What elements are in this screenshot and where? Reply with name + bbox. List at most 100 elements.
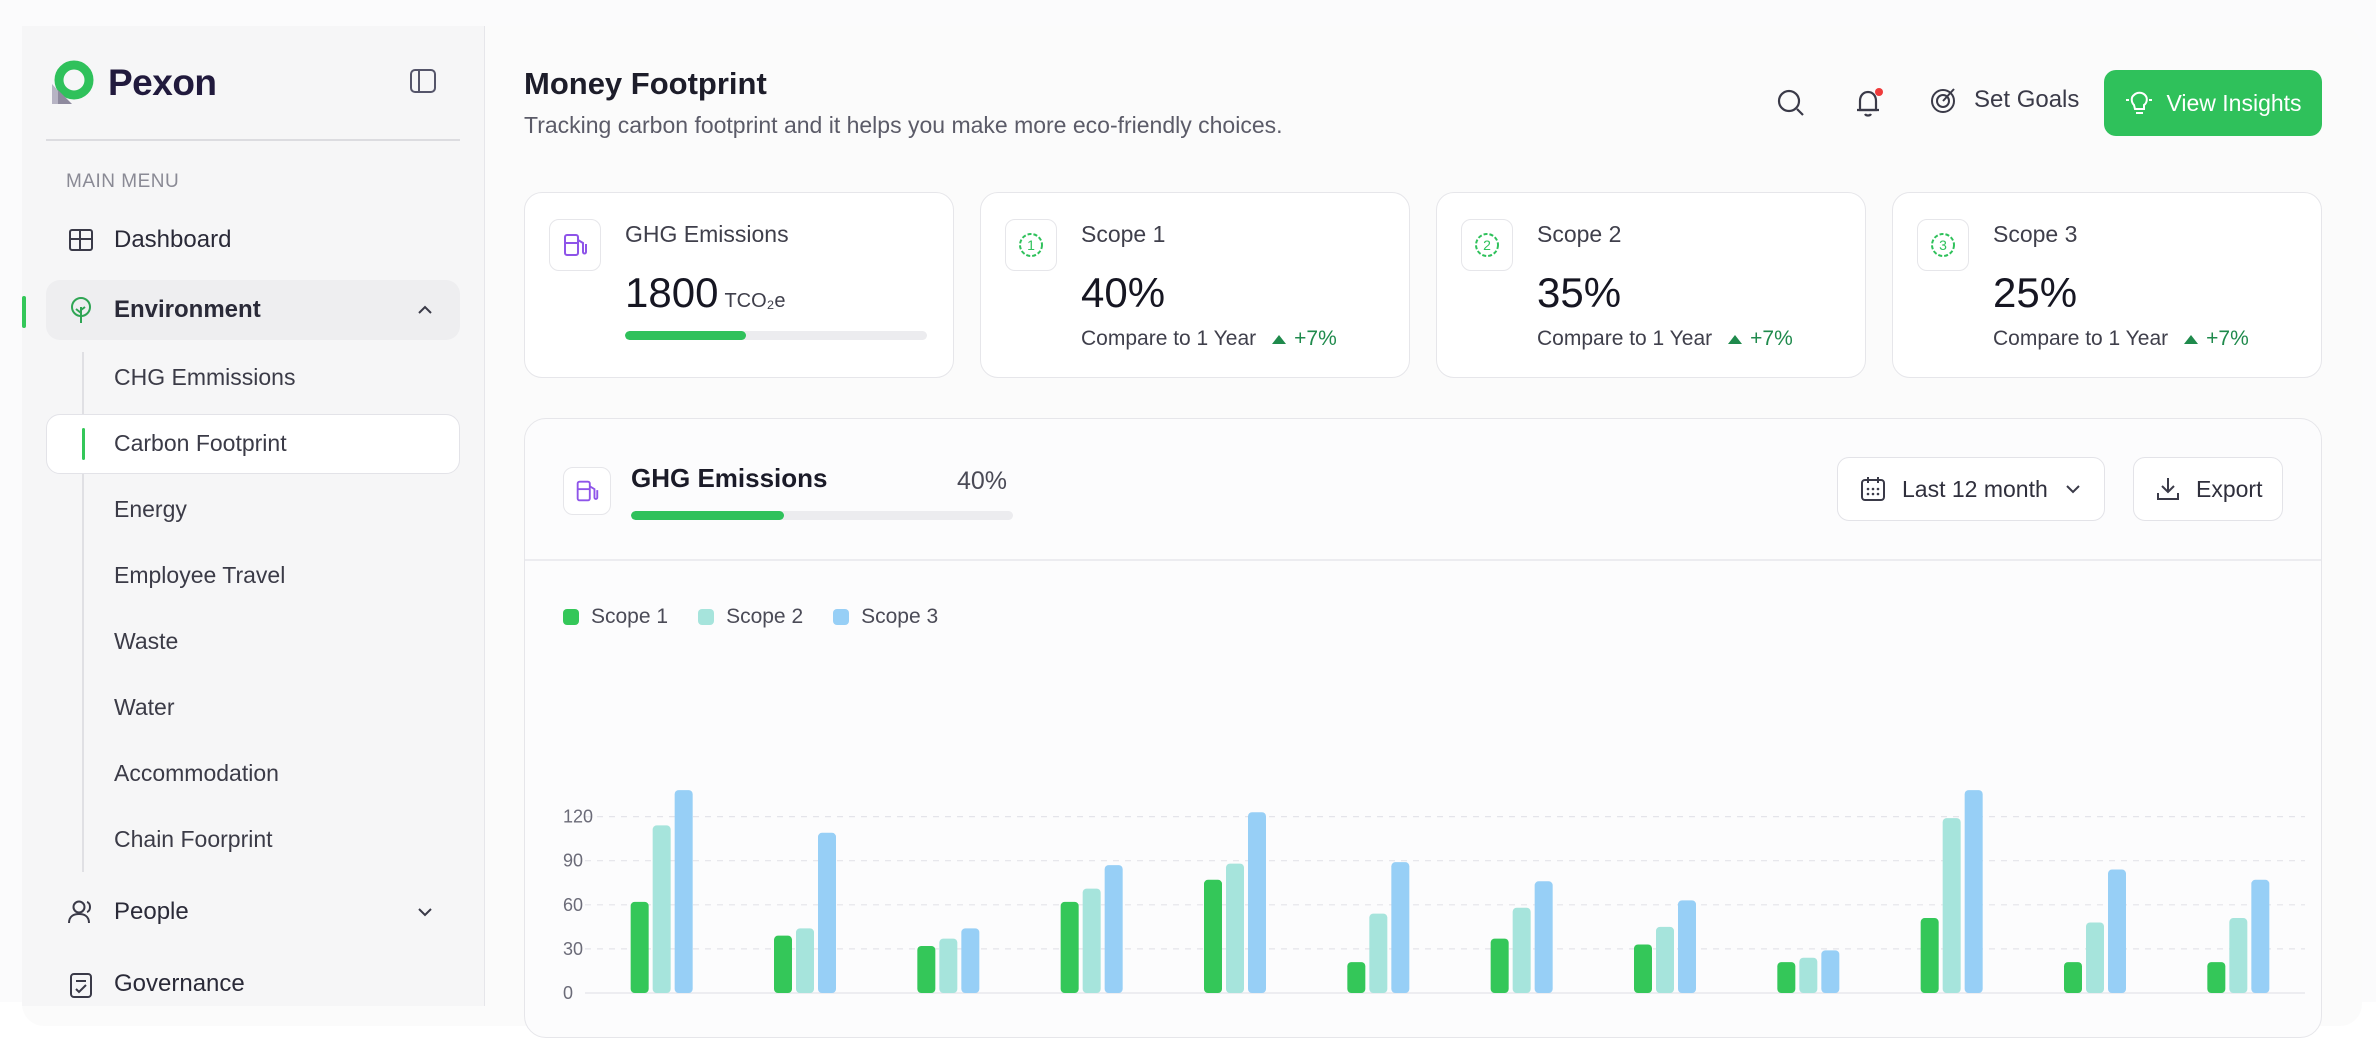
bar-scope-1-oct[interactable] (1920, 918, 1939, 993)
set-goals-button[interactable]: Set Goals (1928, 84, 2079, 116)
chevron-up-icon[interactable] (414, 299, 436, 321)
bar-scope-1-jul[interactable] (1490, 938, 1509, 993)
stat-title: Scope 2 (1537, 221, 1622, 247)
bar-scope-3-apr[interactable] (1104, 865, 1123, 993)
bar-scope-1-jun[interactable] (1347, 962, 1366, 993)
bar-scope-3-jun[interactable] (1391, 862, 1410, 993)
stat-value: 25% (1993, 269, 2078, 316)
legend-item-scope-3[interactable]: Scope 3 (833, 605, 938, 629)
submenu-item-energy[interactable]: Energy (114, 496, 187, 522)
bar-scope-3-oct[interactable] (1964, 790, 1983, 993)
submenu-item-employee-travel[interactable]: Employee Travel (114, 562, 286, 588)
bar-scope-3-sep[interactable] (1821, 950, 1840, 993)
bar-scope-1-mar[interactable] (917, 945, 936, 993)
bar-scope-2-jul[interactable] (1512, 907, 1531, 993)
stat-compare: Compare to 1 Year +7% (1537, 327, 1793, 351)
submenu-active-marker (82, 428, 85, 460)
period-label: Last 12 month (1902, 475, 2048, 502)
bar-scope-1-jan[interactable] (630, 901, 649, 993)
fuel-pump-icon (549, 219, 601, 271)
bar-scope-1-apr[interactable] (1060, 901, 1079, 993)
bar-scope-3-feb[interactable] (818, 832, 836, 993)
export-label: Export (2196, 475, 2263, 502)
sidebar-item-label: Environment (114, 296, 261, 323)
bar-scope-1-feb[interactable] (774, 935, 792, 993)
bar-scope-2-sep[interactable] (1799, 957, 1818, 993)
compare-label: Compare to 1 Year (1081, 327, 1257, 350)
legend-label: Scope 1 (591, 605, 669, 628)
period-dropdown[interactable]: Last 12 month (1837, 457, 2105, 521)
legend-label: Scope 2 (726, 605, 804, 628)
sidebar-item-governance[interactable]: Governance (46, 954, 460, 1014)
stat-card-scope-3: 3 Scope 3 25% Compare to 1 Year +7% (1892, 192, 2322, 378)
sidebar-item-label: Dashboard (114, 226, 232, 253)
brand[interactable]: Pexon (48, 60, 217, 106)
bar-scope-2-apr[interactable] (1082, 888, 1101, 993)
bar-scope-2-nov[interactable] (2086, 922, 2104, 993)
bar-scope-2-dec[interactable] (2229, 918, 2248, 993)
bar-scope-3-mar[interactable] (961, 928, 980, 993)
svg-text:1: 1 (1027, 237, 1035, 253)
bar-scope-2-aug[interactable] (1656, 926, 1674, 993)
stat-value: 1800 TCO₂e (625, 269, 786, 317)
bar-scope-3-may[interactable] (1248, 812, 1266, 993)
legend-swatch (563, 609, 579, 625)
stat-value: 35% (1537, 269, 1622, 316)
bar-scope-3-nov[interactable] (2108, 869, 2126, 993)
view-insights-button[interactable]: View Insights (2104, 70, 2322, 136)
sidebar-collapse-icon[interactable] (408, 66, 438, 96)
scope-2-badge: 2 (1461, 219, 1513, 271)
bar-scope-1-aug[interactable] (1634, 944, 1652, 993)
bar-scope-1-dec[interactable] (2207, 962, 2226, 993)
svg-text:2: 2 (1483, 237, 1491, 253)
app-root: Pexon MAIN MENU Dashboard Environment CH… (22, 26, 2322, 1038)
change-indicator: +7% (1272, 327, 1337, 351)
sidebar-item-dashboard[interactable]: Dashboard (46, 210, 460, 270)
stat-value: 40% (1081, 269, 1166, 316)
legend-item-scope-1[interactable]: Scope 1 (563, 605, 668, 629)
bar-scope-3-jan[interactable] (674, 790, 693, 993)
legend-item-scope-2[interactable]: Scope 2 (698, 605, 803, 629)
page-subtitle: Tracking carbon footprint and it helps y… (524, 112, 1283, 138)
bar-scope-1-sep[interactable] (1777, 962, 1796, 993)
bar-scope-1-nov[interactable] (2064, 962, 2082, 993)
bar-scope-3-dec[interactable] (2251, 879, 2270, 993)
stat-compare: Compare to 1 Year +7% (1081, 327, 1337, 351)
bar-scope-2-feb[interactable] (796, 928, 814, 993)
bar-scope-2-may[interactable] (1226, 863, 1244, 993)
change-value: +7% (2206, 327, 2249, 350)
submenu-item-accommodation[interactable]: Accommodation (114, 760, 279, 786)
page-title: Money Footprint (524, 66, 767, 101)
bar-scope-2-jun[interactable] (1369, 913, 1388, 993)
submenu-item-water[interactable]: Water (114, 694, 175, 720)
bar-scope-2-oct[interactable] (1942, 818, 1961, 993)
notification-bell-icon[interactable] (1852, 86, 1886, 120)
grid-icon (69, 229, 93, 251)
compare-label: Compare to 1 Year (1537, 327, 1713, 350)
bar-scope-1-may[interactable] (1204, 879, 1222, 993)
bar-scope-3-aug[interactable] (1678, 900, 1696, 993)
calendar-icon (1861, 477, 1885, 501)
search-icon[interactable] (1774, 86, 1808, 120)
export-button[interactable]: Export (2133, 457, 2284, 521)
sidebar-item-environment[interactable]: Environment (46, 280, 460, 340)
submenu-item-carbon-footprint[interactable]: Carbon Footprint (114, 430, 287, 456)
progress-bar (625, 331, 927, 340)
bar-scope-2-mar[interactable] (939, 938, 958, 993)
submenu-item-chg-emissions[interactable]: CHG Emmissions (114, 364, 296, 390)
stat-card-scope-1: 1 Scope 1 40% Compare to 1 Year +7% (980, 192, 1410, 378)
download-icon (2157, 478, 2179, 500)
sidebar-item-people[interactable]: People (46, 882, 460, 942)
ghg-bar-chart: 0306090120JanFebMarAprMayJunJulAugSepOct… (563, 790, 2305, 999)
tree-icon (71, 297, 91, 323)
lightbulb-icon (2126, 91, 2153, 114)
bar-scope-3-jul[interactable] (1534, 881, 1553, 993)
set-goals-label: Set Goals (1974, 86, 2080, 113)
stat-card-scope-2: 2 Scope 2 35% Compare to 1 Year +7% (1436, 192, 1866, 378)
submenu-item-waste[interactable]: Waste (114, 628, 179, 654)
chevron-down-icon[interactable] (414, 901, 436, 923)
submenu-item-chain-footprint[interactable]: Chain Foorprint (114, 826, 273, 852)
fuel-pump-icon (563, 467, 611, 515)
bar-scope-2-jan[interactable] (652, 825, 671, 993)
panel-progress-fill (631, 511, 784, 520)
